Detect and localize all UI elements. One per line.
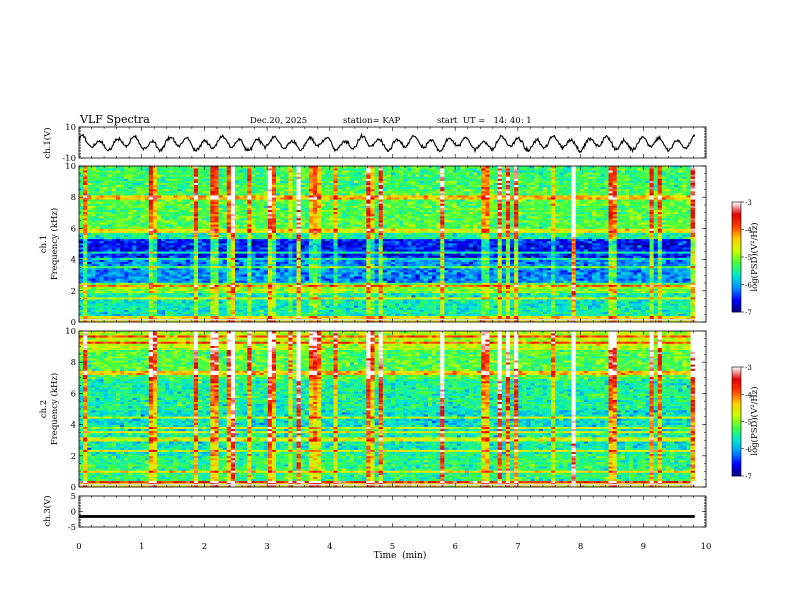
x-tick-label-9: 9 (641, 542, 646, 552)
x-tick-label-3: 3 (264, 542, 269, 552)
ch2-spectrogram-colorbar-tick-0: -3 (745, 364, 752, 372)
ch2-colorbar-label: log(PSD)(V²/Hz) (749, 386, 760, 455)
ch2-spectrogram-ylabel-line2: Frequency (kHz) (49, 373, 60, 445)
ch2-spectrogram-tick-label-1: 2 (71, 452, 76, 462)
x-tick-label-4: 4 (327, 542, 332, 552)
ch2-spectrogram-base-line (79, 484, 695, 486)
start-time-label: start UT = 14: 40: 1 (437, 116, 532, 126)
x-tick-label-10: 10 (701, 542, 712, 552)
ch1-spectrogram-ylabel-line2: Frequency (kHz) (49, 208, 60, 280)
ch2-spectrogram-tick-label-5: 10 (65, 327, 76, 337)
date-label: Dec.20, 2025 (250, 116, 307, 126)
ch1-spectrogram-tick-label-2: 4 (71, 256, 76, 266)
ch3-waveform-panel: 5 0 -5 (68, 492, 706, 533)
ch1-spectrogram-tick-label-4: 8 (71, 193, 76, 203)
ch1-spectrogram-colorbar-tick-0: -3 (745, 199, 752, 207)
ch1-spectrogram-tick-label-3: 6 (71, 224, 76, 234)
ch3-waveform-tick-label-0: 5 (71, 492, 76, 502)
x-axis-label: Time (min) (374, 550, 427, 561)
ch3-waveform-frame (79, 496, 706, 527)
station-label: station= KAP (343, 116, 401, 126)
ch3-waveform-tick-label-2: -5 (68, 523, 76, 533)
ch2-spectrogram-tick-label-2: 4 (71, 421, 76, 431)
ch1-spectrogram-base-line (79, 319, 695, 321)
x-tick-label-8: 8 (578, 542, 583, 552)
ch3-waveform-ylabel: ch.3(V) (42, 495, 53, 526)
ch3-waveform-trace (79, 515, 695, 518)
ch1-spectrogram-ylabel-line1: ch.1 (39, 235, 49, 253)
x-tick-label-5: 5 (390, 542, 395, 552)
x-tick-label-2: 2 (202, 542, 207, 552)
ch1-spectrogram-tick-label-1: 2 (71, 287, 76, 297)
x-tick-label-6: 6 (452, 542, 457, 552)
ch2-spectrogram-ylabel-line1: ch.2 (39, 400, 49, 418)
x-tick-label-7: 7 (515, 542, 520, 552)
ch1-colorbar-label: log(PSD)(V²/Hz) (749, 222, 760, 291)
ch1-spectrogram-tick-label-5: 10 (65, 162, 76, 172)
x-tick-label-1: 1 (139, 542, 144, 552)
x-tick-label-0: 0 (76, 542, 81, 552)
ch1-waveform-panel: 10-10 (62, 123, 706, 164)
ch1-waveform-ylabel: ch.1(V) (42, 127, 53, 158)
ch1-spectrogram-cells (79, 166, 695, 322)
ch2-spectrogram-colorbar-tick-4: -7 (745, 473, 752, 481)
ch2-spectrogram-tick-label-4: 8 (71, 358, 76, 368)
ch1-waveform-tick-label-0: 10 (65, 123, 76, 133)
ch1-waveform-trace (79, 135, 695, 153)
figure-title: VLF Spectra (79, 113, 150, 126)
x-axis-ticks: 0 1 2 3 4 5 6 7 8 9 10 (76, 542, 711, 552)
ch2-spectrogram-tick-label-3: 6 (71, 389, 76, 399)
ch2-spectrogram-cells (79, 331, 695, 487)
ch1-spectrogram-colorbar-tick-4: -7 (745, 309, 752, 317)
ch3-waveform-tick-label-1: 0 (71, 508, 76, 518)
